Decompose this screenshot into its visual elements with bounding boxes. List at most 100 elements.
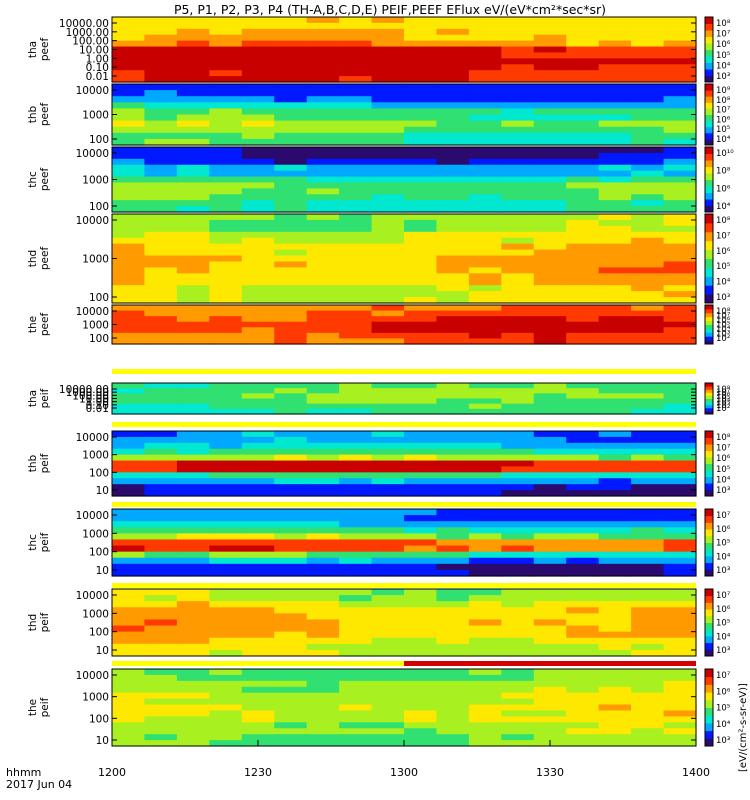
spectrogram-cell: [176, 108, 210, 116]
spectrogram-cell: [209, 90, 243, 97]
spectrogram-cell: [274, 243, 308, 251]
colorbar-segment: [705, 384, 713, 386]
spectrogram-cell: [209, 710, 243, 717]
spectrogram-cell: [501, 557, 535, 565]
spectrogram-cell: [241, 279, 275, 286]
spectrogram-cell: [339, 291, 373, 298]
spectrogram-cell: [274, 436, 308, 444]
colorbar-segment: [705, 479, 713, 482]
spectrogram-cell: [209, 728, 243, 735]
spectrogram-cell: [274, 408, 308, 415]
colorbar-segment: [705, 744, 713, 747]
spectrogram-cell: [501, 316, 535, 323]
spectrogram-cell: [176, 17, 210, 24]
spectrogram-cell: [663, 176, 697, 184]
spectrogram-cell: [436, 388, 470, 394]
spectrogram-cell: [241, 58, 275, 65]
colorbar-segment: [705, 334, 713, 336]
spectrogram-cell: [468, 669, 502, 676]
colorbar-segment: [705, 262, 713, 266]
spectrogram-cell: [371, 607, 405, 614]
spectrogram-cell: [468, 589, 502, 596]
colorbar-segment: [705, 140, 713, 143]
spectrogram-cell: [176, 680, 210, 688]
spectrogram-cell: [663, 231, 697, 239]
spectrogram-cell: [209, 527, 243, 534]
spectrogram-cell: [404, 46, 438, 54]
spectrogram-cell: [436, 120, 470, 128]
spectrogram-cell: [598, 490, 632, 497]
spectrogram-cell: [404, 225, 438, 233]
spectrogram-cell: [112, 90, 146, 97]
spectrogram-cell: [533, 388, 567, 394]
spectrogram-cell: [404, 431, 438, 438]
spectrogram-cell: [436, 393, 470, 400]
spectrogram-cell: [306, 436, 340, 444]
spectrogram-cell: [436, 551, 470, 559]
spectrogram-cell: [274, 321, 308, 328]
spectrogram-cell: [404, 285, 438, 292]
spectrogram-cell: [112, 22, 146, 30]
spectrogram-cell: [598, 478, 632, 485]
spectrogram-cell: [339, 176, 373, 184]
colorbar-segment: [705, 722, 713, 726]
spectrogram-cell: [339, 698, 373, 706]
spectrogram-cell: [112, 237, 146, 245]
spectrogram-cell: [306, 132, 340, 140]
spectrogram-cell: [436, 261, 470, 268]
spectrogram-cell: [631, 551, 665, 559]
spectrogram-cell: [274, 291, 308, 298]
spectrogram-cell: [663, 740, 697, 747]
spectrogram-cell: [566, 569, 600, 577]
colorbar-segment: [705, 407, 713, 410]
spectrogram-cell: [112, 589, 146, 596]
spectrogram-cell: [663, 273, 697, 280]
colorbar-tick-label: 10⁵: [716, 539, 730, 549]
spectrogram-cell: [112, 637, 146, 645]
spectrogram-cell: [371, 669, 405, 676]
spectrogram-cell: [339, 408, 373, 415]
colorbar-tick-label: 10⁸: [716, 19, 731, 29]
colorbar-tick-label: 10⁴: [716, 61, 731, 71]
spectrogram-cell: [566, 249, 600, 257]
spectrogram-cell: [663, 601, 697, 608]
spectrogram-cell: [339, 273, 373, 280]
spectrogram-cell: [533, 40, 567, 48]
spectrogram-cell: [144, 533, 178, 541]
spectrogram-cell: [631, 321, 665, 328]
spectrogram-cell: [631, 120, 665, 128]
colorbar-segment: [705, 625, 713, 629]
spectrogram-cell: [112, 114, 146, 122]
spectrogram-cell: [241, 674, 275, 682]
spectrogram-cell: [436, 332, 470, 340]
spectrogram-cell: [339, 279, 373, 286]
colorbar-segment: [705, 627, 713, 630]
spectrogram-cell: [241, 114, 275, 122]
spectrogram-cell: [112, 563, 146, 571]
spectrogram-cell: [501, 613, 535, 621]
spectrogram-cell: [176, 466, 210, 473]
spectrogram-cell: [241, 734, 275, 741]
spectrogram-cell: [631, 267, 665, 274]
spectrogram-cell: [176, 200, 210, 207]
spectrogram-cell: [144, 569, 178, 577]
spectrogram-cell: [566, 267, 600, 274]
spectrogram-cell: [274, 698, 308, 706]
spectrogram-cell: [306, 472, 340, 479]
spectrogram-cell: [274, 403, 308, 410]
colorbar-segment: [705, 620, 713, 623]
spectrogram-cell: [501, 545, 535, 553]
spectrogram-cell: [468, 34, 502, 42]
colorbar-segment: [705, 335, 713, 337]
spectrogram-cell: [112, 255, 146, 263]
spectrogram-cell: [339, 478, 373, 485]
panel-ylabel: thepeef: [27, 313, 51, 337]
spectrogram-cell: [306, 305, 340, 312]
colorbar-segment: [705, 197, 713, 200]
spectrogram-cell: [306, 28, 340, 36]
spectrogram-cell: [112, 279, 146, 286]
colorbar-segment: [705, 240, 713, 244]
spectrogram-cell: [274, 249, 308, 257]
spectrogram-cell: [404, 388, 438, 394]
